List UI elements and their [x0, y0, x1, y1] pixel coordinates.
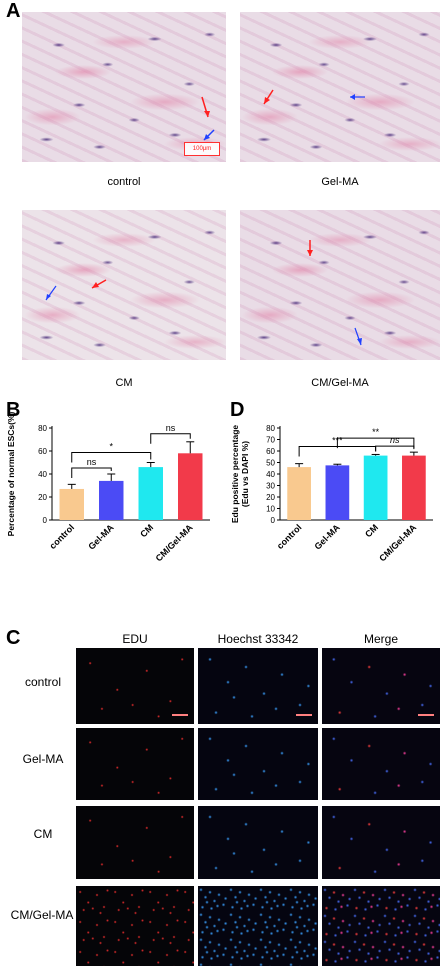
- significance-bracket: [71, 467, 112, 478]
- row-label-cm: CM: [33, 827, 53, 841]
- fluor-cm-gel-ma-hoechst: [198, 886, 318, 966]
- micrograph-control: 100μm: [22, 12, 226, 162]
- bar: [99, 480, 124, 520]
- red-arrowhead-icon: [264, 97, 270, 104]
- fluor-control-edu: [76, 648, 194, 724]
- x-tick-label: Gel-MA: [312, 522, 342, 552]
- y-tick-label: 80: [266, 424, 275, 433]
- blue-arrowhead-icon: [350, 94, 355, 100]
- y-tick-label: 80: [38, 424, 47, 433]
- y-tick-label: 10: [266, 505, 275, 514]
- scale-bar: [296, 714, 312, 716]
- y-tick-label: 50: [266, 459, 275, 468]
- y-tick-label: 60: [266, 447, 275, 456]
- y-axis-label: (Edu vs DAPI %): [240, 441, 250, 507]
- x-tick-label: CM: [363, 522, 380, 539]
- panel-c-letter: C: [6, 627, 21, 649]
- panel-d-letter: D: [230, 399, 245, 421]
- col-label-merge: Merge: [363, 632, 398, 646]
- y-tick-label: 20: [38, 493, 47, 502]
- significance-label: ns: [87, 457, 97, 467]
- y-tick-label: 40: [266, 470, 275, 479]
- y-tick-label: 20: [266, 493, 275, 502]
- chart-d: 0 10 20 30 40 50 60 70 80 Edu positive percentage…: [230, 424, 433, 563]
- blue-arrowhead-icon: [357, 338, 362, 345]
- significance-label: ns: [390, 435, 400, 445]
- y-tick-label: 0: [271, 516, 276, 525]
- fluor-cm-hoechst: [198, 806, 318, 879]
- caption-cm-gel-ma: CM/Gel-MA: [311, 377, 369, 389]
- micrograph-gel-ma: [240, 12, 440, 162]
- bar: [287, 467, 311, 520]
- x-tick-label: CM/Gel-MA: [154, 522, 195, 563]
- fluor-cm-edu: [76, 806, 194, 879]
- col-label-hoechst: Hoechst 33342: [217, 632, 299, 646]
- significance-bracket: [71, 452, 152, 463]
- red-arrowhead-icon: [307, 250, 313, 256]
- y-tick-label: 70: [266, 436, 275, 445]
- arrow-overlay: [307, 240, 362, 346]
- fluor-cm-gel-ma-edu: [76, 886, 194, 966]
- chart-b: 0 20 40 60 80 Percentage of normal ESCs(%) con…: [6, 411, 210, 563]
- blue-arrowhead-icon: [204, 134, 210, 140]
- micrograph-cm-gel-ma: [240, 210, 440, 360]
- fluor-gel-ma-edu: [76, 728, 194, 800]
- caption-gel-ma: Gel-MA: [321, 176, 359, 188]
- red-arrowhead-icon: [204, 111, 210, 117]
- y-tick-label: 30: [266, 482, 275, 491]
- bar: [138, 467, 163, 520]
- panel-a-letter: A: [6, 0, 21, 22]
- bar: [178, 453, 203, 520]
- row-label-cm-gel-ma: CM/Gel-MA: [10, 908, 74, 922]
- red-arrowhead-icon: [92, 282, 99, 288]
- significance-bracket: [150, 433, 191, 444]
- x-tick-label: CM/Gel-MA: [377, 522, 418, 563]
- significance-bracket: [336, 437, 415, 449]
- y-tick-label: 0: [43, 516, 48, 525]
- significance-label: **: [372, 427, 380, 437]
- bar: [402, 455, 426, 520]
- fluor-control-hoechst: [198, 648, 318, 724]
- y-tick-label: 60: [38, 447, 47, 456]
- fluor-gel-ma-merge: [322, 728, 440, 800]
- caption-control: control: [107, 176, 141, 188]
- scale-bar-label: 100μm: [192, 146, 212, 152]
- arrow-overlay: [263, 89, 365, 105]
- fluor-control-merge: [322, 648, 440, 724]
- x-tick-label: CM: [138, 522, 155, 539]
- bar: [325, 465, 350, 520]
- row-label-control: control: [24, 675, 62, 689]
- scale-bar: 100μm: [184, 142, 220, 156]
- arrow-overlay: [201, 96, 215, 141]
- x-tick-label: control: [48, 522, 77, 551]
- y-axis-label: Edu positive percentage: [230, 425, 240, 524]
- x-tick-label: control: [275, 522, 304, 551]
- bar: [363, 455, 388, 520]
- fluor-cm-merge: [322, 806, 440, 879]
- significance-label: ns: [166, 423, 176, 433]
- panel-b-letter: B: [6, 399, 21, 421]
- caption-cm: CM: [115, 377, 133, 389]
- y-tick-label: 40: [38, 470, 47, 479]
- bar: [59, 488, 84, 520]
- row-label-gel-ma: Gel-MA: [22, 752, 64, 766]
- col-label-edu: EDU: [122, 632, 148, 646]
- x-tick-label: Gel-MA: [86, 522, 116, 552]
- y-axis-label: Percentage of normal ESCs(%): [6, 411, 16, 536]
- significance-label: *: [109, 442, 113, 452]
- blue-arrowhead-icon: [46, 294, 51, 300]
- micrograph-cm: [22, 210, 226, 360]
- fluor-gel-ma-hoechst: [198, 728, 318, 800]
- scale-bar: [418, 714, 434, 716]
- fluor-cm-gel-ma-merge: [322, 886, 440, 966]
- arrow-overlay: [45, 279, 107, 301]
- significance-bracket: [375, 445, 415, 452]
- scale-bar: [172, 714, 188, 716]
